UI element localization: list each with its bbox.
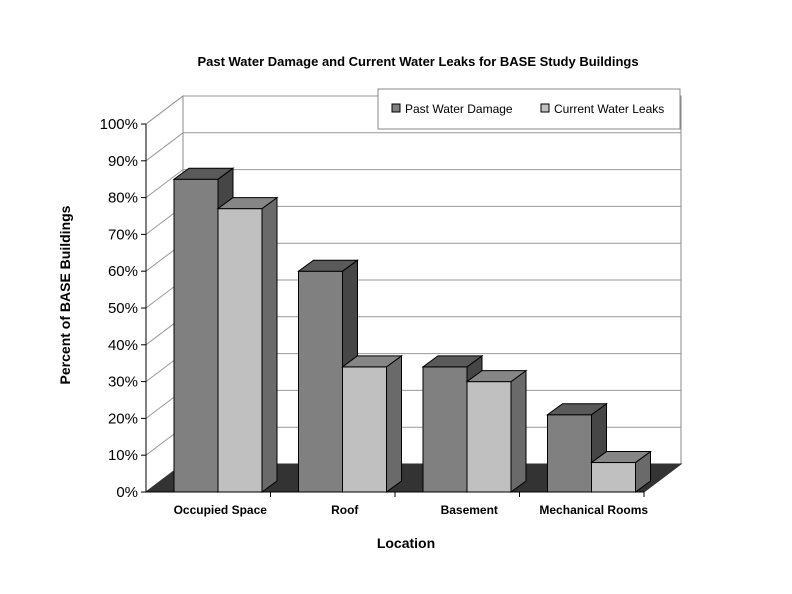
y-tick-label: 20% [108, 410, 138, 427]
bars [172, 167, 653, 493]
legend-swatch [540, 103, 550, 113]
bar-front [547, 414, 592, 493]
x-category-label: Mechanical Rooms [539, 503, 648, 517]
y-tick-label: 10% [108, 447, 138, 464]
y-tick-label: 80% [108, 190, 138, 207]
y-axis-ticks: 0% 10% 20% 30% 40% 50% 60% 70% 80% 90% 100% [100, 116, 147, 501]
bar-top [216, 197, 279, 210]
legend: Past Water Damage Current Water Leaks [377, 88, 681, 130]
bar-front [298, 270, 343, 493]
x-axis-title: Location [377, 535, 435, 551]
bar-front [173, 178, 219, 493]
bar-front [342, 366, 387, 493]
bar [545, 402, 609, 493]
y-tick-label: 60% [108, 263, 138, 280]
x-category-label: Basement [441, 503, 498, 517]
bar-side [261, 196, 278, 493]
x-axis-categories: Occupied Space Roof Basement Mechanical Roo… [146, 491, 648, 517]
bar-side [510, 369, 527, 493]
gridline [145, 169, 681, 198]
y-tick-label: 100% [100, 116, 138, 133]
y-tick-label: 70% [108, 226, 138, 243]
bar-top [421, 355, 484, 368]
legend-label: Current Water Leaks [554, 102, 664, 116]
bar-front [591, 462, 636, 493]
gridline [145, 132, 681, 162]
bar-top [340, 355, 404, 368]
x-category-label: Roof [331, 503, 359, 517]
y-tick-label: 90% [108, 153, 138, 170]
bar-front [466, 381, 512, 493]
bar [465, 369, 528, 493]
bar-top [172, 167, 235, 180]
legend-box [377, 88, 681, 130]
legend-swatch [391, 103, 401, 113]
y-tick-label: 30% [108, 374, 138, 391]
bar-front [422, 366, 468, 493]
bar-top [589, 451, 653, 464]
bar-front [217, 208, 263, 493]
bar [340, 354, 404, 493]
bar-top [465, 370, 528, 383]
bar [589, 450, 653, 493]
y-axis-title: Percent of BASE Buildings [57, 205, 73, 384]
chart-title: Past Water Damage and Current Water Leak… [197, 54, 638, 69]
x-category-label: Occupied Space [174, 503, 268, 517]
legend-label: Past Water Damage [405, 102, 513, 116]
bar-top [296, 259, 360, 272]
bar-top [545, 403, 609, 416]
y-tick-label: 0% [116, 484, 138, 501]
bar [216, 196, 279, 493]
y-tick-label: 40% [108, 337, 138, 354]
bar-side [386, 354, 402, 493]
y-tick-label: 50% [108, 300, 138, 317]
